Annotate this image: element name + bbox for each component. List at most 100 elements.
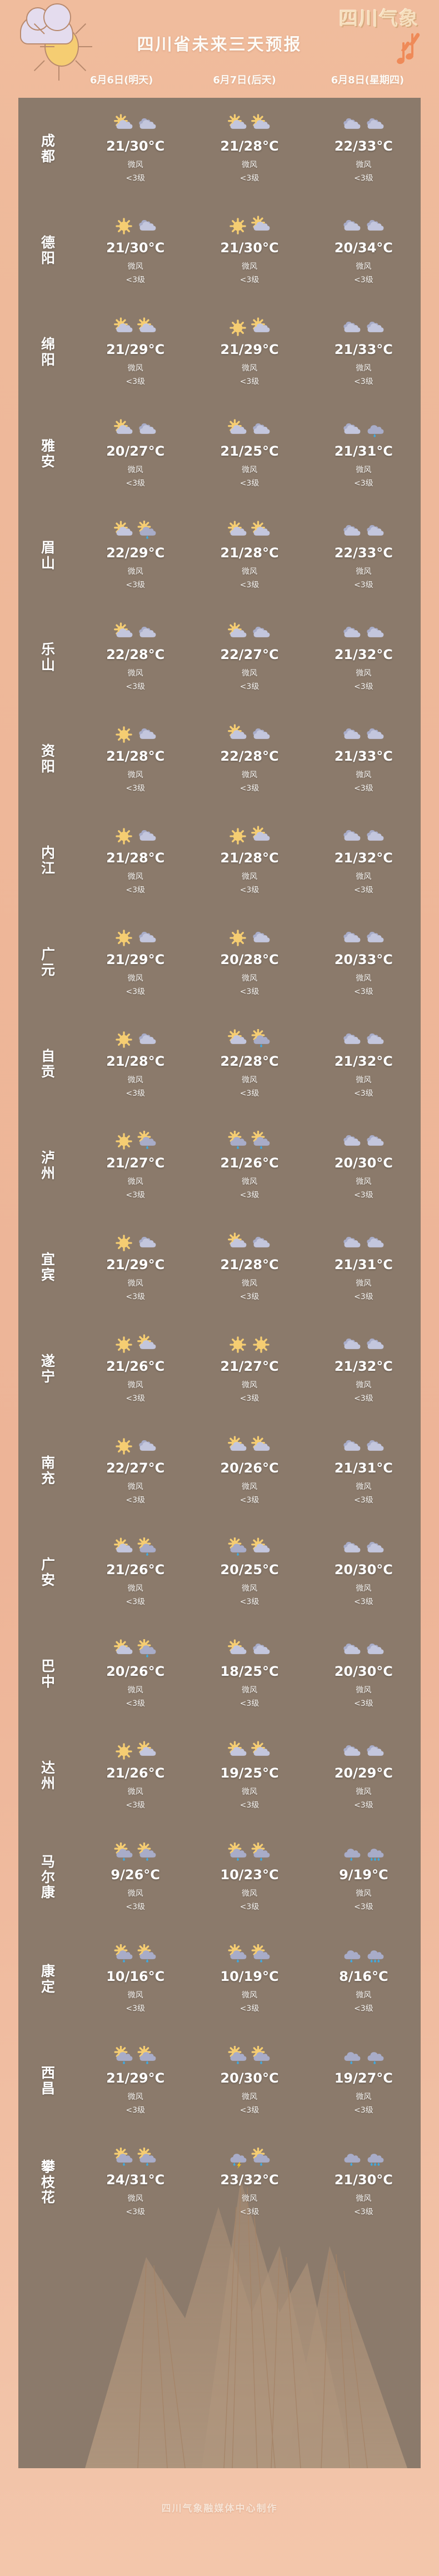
wind-description: 微风 xyxy=(356,1076,372,1085)
weather-icon-pair xyxy=(194,1027,304,1052)
partly-rain-icon xyxy=(137,1537,158,1559)
wind-description: 微风 xyxy=(127,1381,143,1390)
cloudy-icon xyxy=(365,1131,386,1152)
wind-info: 微风 <3级 xyxy=(309,159,418,184)
wind-info: 微风 <3级 xyxy=(194,972,304,998)
cloudy-icon xyxy=(137,1232,158,1254)
temperature-range: 9/26°C xyxy=(111,1867,160,1883)
wind-description: 微风 xyxy=(356,1991,372,2000)
forecast-cell-day-3: 21/31°C 微风 <3级 xyxy=(307,1434,421,1506)
forecast-cell-day-1: 21/29°C 微风 <3级 xyxy=(78,1231,192,1303)
wind-description: 微风 xyxy=(241,771,257,780)
wind-level: <3级 xyxy=(354,580,373,590)
wind-level: <3级 xyxy=(126,2004,145,2013)
sunny-icon xyxy=(113,826,134,847)
date-column-3: 6月8日(星期四) xyxy=(331,74,405,86)
wind-description: 微风 xyxy=(356,1177,372,1187)
forecast-cell-day-1: 21/28°C 微风 <3级 xyxy=(78,1027,192,1100)
temperature-range: 21/27°C xyxy=(220,1359,279,1375)
temperature-range: 19/25°C xyxy=(220,1765,279,1781)
weather-icon-pair xyxy=(194,1638,304,1662)
weather-icon-pair xyxy=(194,1841,304,1865)
wind-info: 微风 <3级 xyxy=(194,1074,304,1100)
wind-description: 微风 xyxy=(241,161,257,170)
wind-level: <3级 xyxy=(354,275,373,284)
temperature-range: 22/33°C xyxy=(334,138,393,154)
city-name: 眉山 xyxy=(41,540,56,571)
temperature-range: 23/32°C xyxy=(220,2172,279,2188)
weather-icon-pair xyxy=(81,1129,190,1154)
partly-cloudy-icon xyxy=(113,114,134,135)
partly-cloudy-icon xyxy=(251,521,272,542)
wind-level: <3级 xyxy=(126,1190,145,1200)
partly-rain-icon xyxy=(251,1944,272,1965)
weather-icon-pair xyxy=(194,1739,304,1764)
temperature-range: 21/32°C xyxy=(334,850,393,866)
wind-info: 微风 <3级 xyxy=(81,1786,190,1811)
cloudy-icon xyxy=(365,1741,386,1762)
weather-icon-pair xyxy=(194,1434,304,1459)
cloudy-icon xyxy=(365,1232,386,1254)
partly-cloudy-icon xyxy=(251,216,272,237)
wind-info: 微风 <3级 xyxy=(81,159,190,184)
cloudy-icon xyxy=(341,1131,362,1152)
wind-info: 微风 <3级 xyxy=(81,566,190,591)
partly-cloudy-icon xyxy=(137,1741,158,1762)
partly-cloudy-icon xyxy=(251,1436,272,1457)
cloudy-icon xyxy=(137,419,158,440)
cloudy-icon xyxy=(137,1436,158,1457)
city-name: 西昌 xyxy=(41,2065,56,2096)
date-column-1: 6月6日(明天) xyxy=(89,74,153,86)
weather-icon-pair xyxy=(194,1943,304,1967)
forecast-cell-day-3: 20/30°C 微风 <3级 xyxy=(307,1638,421,1710)
wind-level: <3级 xyxy=(354,2207,373,2216)
forecast-cell-day-2: 23/32°C 微风 <3级 xyxy=(192,2146,306,2218)
wind-description: 微风 xyxy=(356,364,372,373)
city-name: 广元 xyxy=(41,946,56,978)
forecast-cell-day-1: 9/26°C 微风 <3级 xyxy=(78,1841,192,1913)
weather-icon-pair xyxy=(81,2044,190,2069)
wind-level: <3级 xyxy=(240,1800,260,1810)
wind-info: 微风 <3级 xyxy=(194,566,304,591)
wind-level: <3级 xyxy=(354,173,373,183)
wind-level: <3级 xyxy=(126,173,145,183)
wind-description: 微风 xyxy=(241,1177,257,1187)
partly-rain-icon xyxy=(137,521,158,542)
city-name: 雅安 xyxy=(41,438,56,470)
partly-rain-icon xyxy=(137,1639,158,1660)
weather-icon-pair xyxy=(309,1027,418,1052)
cloudy-icon xyxy=(365,317,386,338)
forecast-cell-day-3: 21/31°C 微风 <3级 xyxy=(307,417,421,490)
weather-icon-pair xyxy=(194,824,304,848)
wind-level: <3级 xyxy=(126,1495,145,1505)
wind-level: <3级 xyxy=(240,1699,260,1708)
weather-icon-pair xyxy=(309,1129,418,1154)
weather-icon-pair xyxy=(194,1231,304,1255)
forecast-cell-day-3: 21/30°C 微风 <3级 xyxy=(307,2146,421,2218)
wind-level: <3级 xyxy=(240,1190,260,1200)
wind-description: 微风 xyxy=(127,364,143,373)
wind-level: <3级 xyxy=(126,2207,145,2216)
rain-icon xyxy=(341,1843,362,1864)
temperature-range: 21/31°C xyxy=(334,1257,393,1273)
logo-text: 四川气象 xyxy=(339,8,419,30)
table-row: 成都 21/30°C 微风 <3级 21/28°C 微风 <3级 22/33°C 微风 <3级 xyxy=(18,98,421,199)
wind-info: 微风 <3级 xyxy=(309,464,418,490)
wind-description: 微风 xyxy=(127,2194,143,2204)
cloudy-icon xyxy=(341,826,362,847)
weather-icon-pair xyxy=(81,1027,190,1052)
temperature-range: 21/28°C xyxy=(106,748,165,765)
partly-rain-icon xyxy=(113,2046,134,2067)
city-name: 泸州 xyxy=(41,1150,56,1181)
wind-info: 微风 <3级 xyxy=(194,1481,304,1506)
forecast-cell-day-3: 20/29°C 微风 <3级 xyxy=(307,1739,421,1811)
table-row: 达州 21/26°C 微风 <3级 19/25°C 微风 <3级 20/29°C 微风 <3级 xyxy=(18,1725,421,1826)
wind-info: 微风 <3级 xyxy=(81,261,190,286)
wind-info: 微风 <3级 xyxy=(309,1786,418,1811)
weather-icon-pair xyxy=(309,824,418,848)
wind-info: 微风 <3级 xyxy=(309,261,418,286)
wind-description: 微风 xyxy=(356,161,372,170)
wind-level: <3级 xyxy=(126,275,145,284)
cloud-shape xyxy=(20,3,73,44)
weather-icon-pair xyxy=(81,621,190,645)
